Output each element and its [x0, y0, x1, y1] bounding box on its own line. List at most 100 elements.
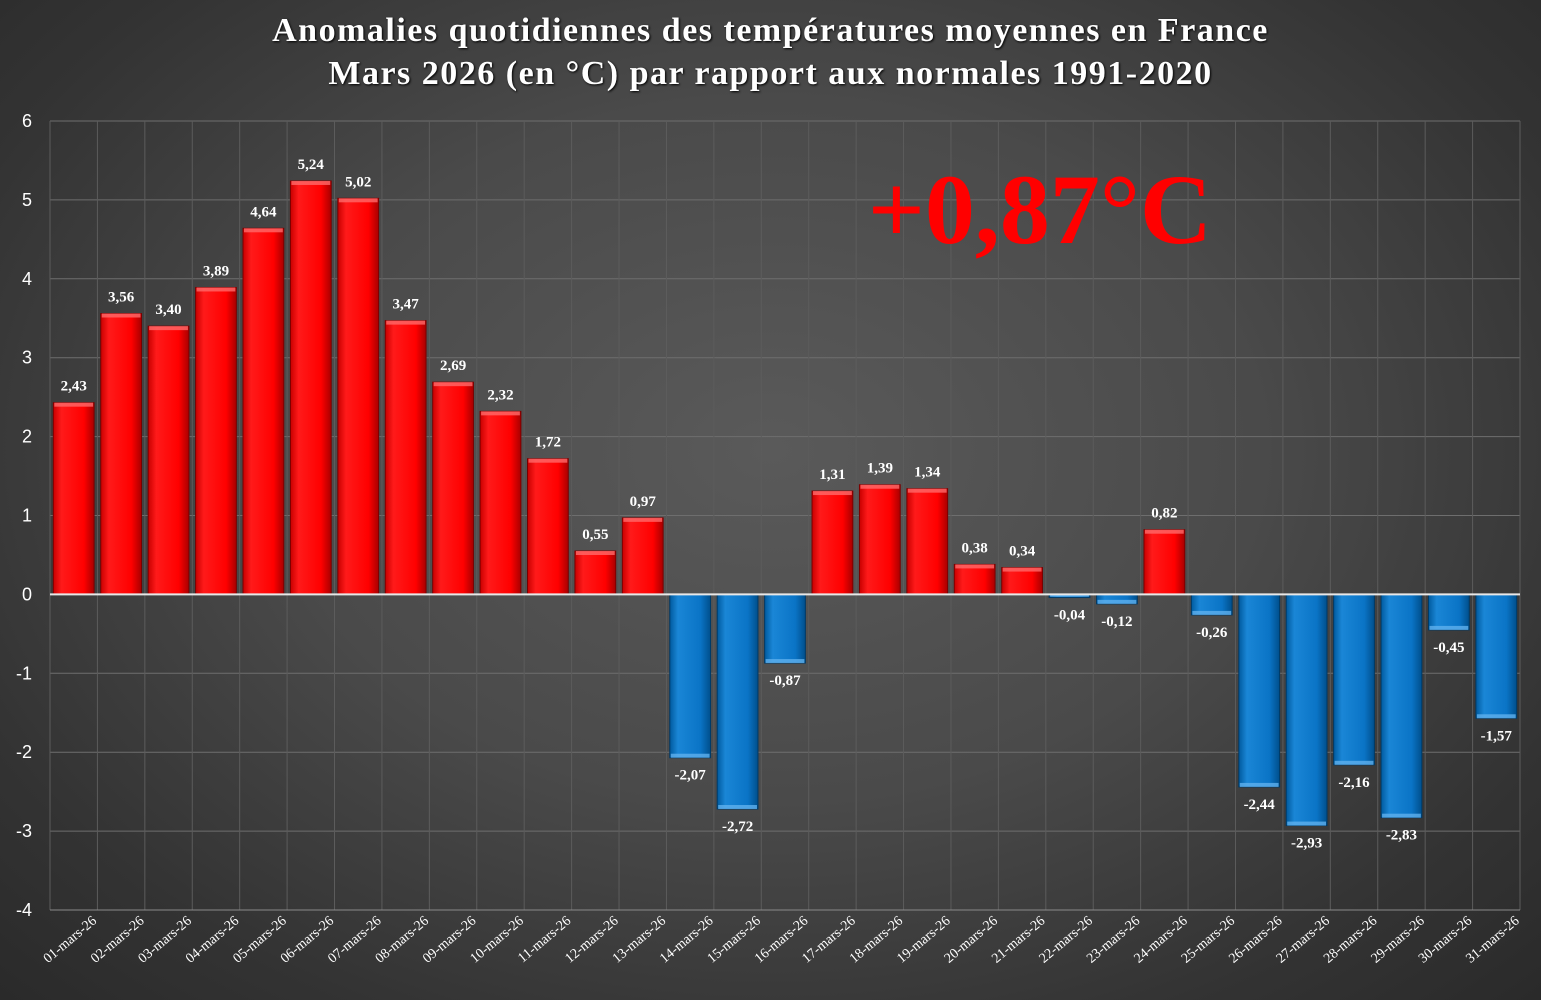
bar-highlight — [860, 484, 900, 489]
bar-highlight — [1144, 529, 1184, 534]
bar — [621, 517, 664, 595]
y-tick-label: -3 — [16, 821, 32, 841]
y-tick-label: 4 — [22, 269, 32, 289]
data-label: 2,32 — [487, 387, 513, 403]
bar-highlight — [1002, 567, 1042, 572]
monthly-anomaly-annotation: +0,87°C — [868, 154, 1212, 265]
bar-highlight — [1429, 625, 1469, 630]
bar — [242, 227, 285, 595]
data-label: -2,83 — [1386, 828, 1417, 844]
y-tick-label: 2 — [22, 427, 32, 447]
bar — [811, 490, 854, 595]
data-label: 3,47 — [393, 297, 420, 313]
y-tick-label: 6 — [22, 111, 32, 131]
bar — [1427, 593, 1470, 631]
bar-highlight — [575, 551, 615, 556]
bar — [384, 320, 427, 595]
data-label: 3,89 — [203, 263, 229, 279]
bar — [906, 488, 949, 595]
data-label: -0,87 — [769, 673, 801, 689]
bar-highlight — [149, 326, 188, 331]
data-label: 3,56 — [108, 290, 135, 306]
bar — [100, 313, 143, 595]
bar-highlight — [481, 411, 520, 416]
data-label: 2,69 — [440, 358, 466, 374]
data-label: -2,07 — [675, 768, 707, 784]
data-label: 0,55 — [582, 527, 608, 543]
data-label: -0,26 — [1196, 625, 1228, 641]
bar — [669, 593, 712, 759]
bar-highlight — [765, 659, 805, 664]
bar-highlight — [101, 313, 141, 318]
bar-highlight — [718, 805, 757, 810]
bar-highlight — [1287, 821, 1327, 826]
bar-highlight — [1192, 610, 1232, 615]
bar — [1001, 567, 1043, 595]
bar — [716, 593, 759, 810]
y-tick-label: -2 — [16, 742, 32, 762]
y-tick-label: -1 — [16, 663, 32, 683]
data-label: -2,16 — [1338, 775, 1370, 791]
data-label: -0,12 — [1101, 614, 1132, 630]
bar — [1475, 593, 1518, 719]
bar-highlight — [955, 564, 995, 569]
data-label: -0,04 — [1054, 608, 1086, 624]
bar — [195, 286, 237, 595]
bar — [1238, 593, 1281, 788]
bar-highlight — [1334, 760, 1374, 765]
data-label: 1,31 — [819, 467, 845, 483]
bar-highlight — [1382, 813, 1421, 818]
bar-highlight — [623, 517, 663, 522]
y-tick-label: 1 — [22, 506, 32, 526]
data-label: 0,97 — [630, 494, 657, 510]
bar-highlight — [670, 753, 710, 758]
x-tick-label: 31-mars-26 — [1463, 914, 1522, 967]
data-label: -1,57 — [1481, 728, 1513, 744]
data-label: 1,39 — [867, 461, 893, 477]
bar — [1333, 593, 1375, 766]
chart-title: Anomalies quotidiennes des températures … — [272, 12, 1269, 49]
bar — [527, 458, 569, 595]
data-label: 0,82 — [1151, 506, 1177, 522]
bar-highlight — [433, 382, 473, 387]
bar-highlight — [54, 402, 94, 407]
data-label: 5,02 — [345, 174, 371, 190]
bar-highlight — [1239, 782, 1279, 787]
data-label: 2,43 — [61, 379, 87, 395]
bar-highlight — [386, 320, 426, 325]
data-label: 4,64 — [250, 204, 277, 220]
bar — [1143, 529, 1186, 595]
data-label: -2,93 — [1291, 836, 1322, 852]
data-label: 0,34 — [1009, 544, 1036, 560]
bar-highlight — [243, 228, 283, 233]
bar-highlight — [907, 488, 947, 493]
bar-highlight — [196, 287, 236, 292]
bar — [1380, 593, 1423, 819]
bar-highlight — [1476, 714, 1516, 719]
y-tick-label: 0 — [22, 584, 32, 604]
y-tick-label: 3 — [22, 348, 32, 368]
data-label: 5,24 — [298, 157, 325, 173]
y-tick-label: -4 — [16, 900, 32, 920]
bar-highlight — [528, 458, 568, 463]
data-label: 3,40 — [155, 302, 181, 318]
bar — [479, 410, 522, 595]
data-label: -2,44 — [1244, 797, 1276, 813]
bar-highlight — [1097, 599, 1137, 604]
data-label: 0,38 — [962, 540, 988, 556]
data-label: -0,45 — [1433, 640, 1464, 656]
bar — [52, 402, 95, 595]
bar — [147, 325, 190, 595]
chart-subtitle: Mars 2026 (en °C) par rapport aux normal… — [328, 55, 1213, 92]
bar — [1285, 593, 1328, 827]
y-tick-label: 5 — [22, 190, 32, 210]
bar — [432, 381, 474, 595]
data-label: -2,72 — [722, 819, 753, 835]
bar — [953, 563, 996, 595]
bar — [574, 550, 617, 595]
data-label: 1,34 — [914, 465, 941, 481]
bar-highlight — [291, 180, 331, 185]
bar — [337, 197, 380, 595]
